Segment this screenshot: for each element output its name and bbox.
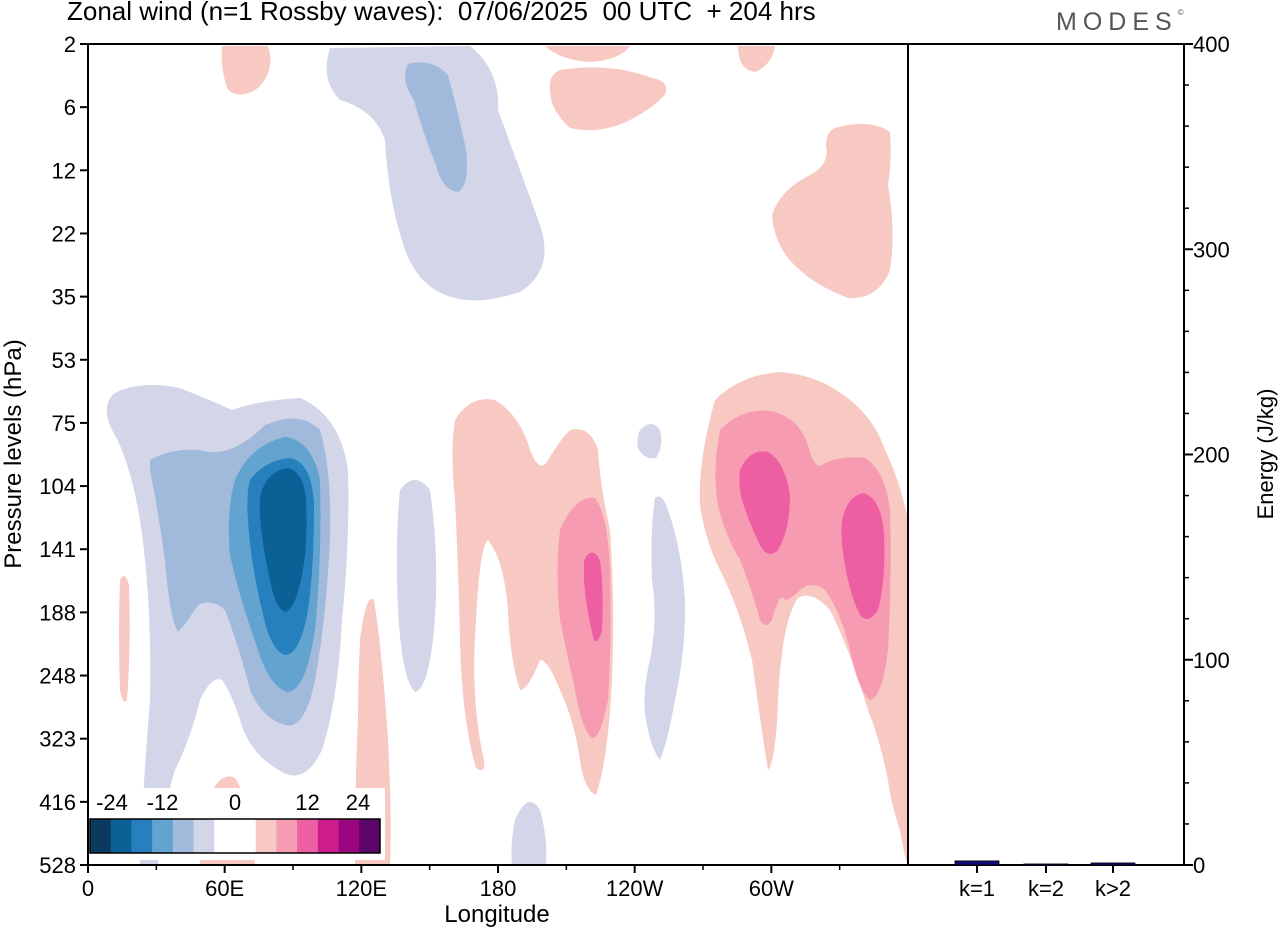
colorbar-label: -12 (147, 790, 179, 815)
y-tick-label: 323 (39, 727, 76, 752)
contour-pos-4-upper-d (738, 46, 775, 72)
colorbar-cell (152, 819, 174, 853)
energy-tick-label: 200 (1193, 443, 1230, 468)
contour-pos-4-15E (119, 576, 130, 702)
energy-axis-label: Energy (J/kg) (1253, 389, 1278, 520)
y-axis-label: Pressure levels (hPa) (0, 339, 27, 568)
energy-axis: 0 100 200 300 400 (1184, 32, 1230, 878)
chart-title: Zonal wind (n=1 Rossby waves): 07/06/202… (67, 0, 816, 26)
contour-neg-4-185E-low (511, 802, 547, 865)
y-tick-label: 6 (64, 95, 76, 120)
contour-pos-4-upper-a (221, 46, 271, 95)
contour-pos-4-dateline (452, 399, 614, 795)
colorbar-labels: -24 -12 0 12 24 (96, 790, 370, 815)
contour-neg-8-upper (405, 62, 467, 192)
pressure-axis: 2 6 12 22 35 53 75 104 141 188 248 323 416 528 (39, 32, 88, 878)
x-tick-label: 0 (82, 876, 94, 901)
colorbar-label: 24 (346, 790, 370, 815)
contour-neg-4-125W (644, 496, 686, 760)
contour-pos-12-west-a (739, 451, 790, 554)
contour-neg-4-145E (396, 480, 437, 692)
energy-category-label: k>2 (1095, 876, 1131, 901)
energy-bar (954, 860, 1000, 866)
colorbar-cells (90, 819, 381, 853)
contour-pos-12-dateline (584, 552, 603, 642)
y-tick-label: 188 (39, 600, 76, 625)
contour-neg-4-small (163, 734, 170, 762)
energy-bars: k=1 k=2 k>2 (954, 860, 1136, 901)
y-tick-label: 35 (52, 285, 76, 310)
x-tick-label: 120W (606, 876, 664, 901)
colorbar-label: 12 (295, 790, 319, 815)
colorbar-cell (255, 819, 277, 853)
energy-tick-label: 0 (1193, 853, 1205, 878)
contour-neg-4-125W-upper (637, 424, 662, 459)
x-tick-label: 60E (205, 876, 244, 901)
colorbar-cell (317, 819, 340, 853)
y-tick-label: 2 (64, 32, 76, 57)
x-axis-label: Longitude (444, 901, 549, 928)
colorbar-frame (89, 818, 381, 854)
y-tick-label: 104 (39, 474, 76, 499)
contour-pos-4-upper-c (549, 67, 667, 131)
longitude-axis: 0 60E 120E 180 120W 60W (82, 865, 841, 901)
energy-bar (1090, 862, 1136, 866)
energy-tick-label: 100 (1193, 648, 1230, 673)
colorbar-label: -24 (96, 790, 128, 815)
logo-mark: © (1177, 8, 1184, 17)
colorbar: -24 -12 0 12 24 (89, 788, 385, 860)
x-tick-label: 120E (336, 876, 387, 901)
energy-tick-label: 300 (1193, 237, 1230, 262)
colorbar-cell (110, 819, 132, 853)
y-tick-label: 248 (39, 664, 76, 689)
colorbar-cell (297, 819, 319, 853)
contour-pos-12-west-b (841, 493, 885, 619)
energy-bar (1023, 863, 1069, 866)
colorbar-cell (131, 819, 153, 853)
y-tick-label: 22 (52, 221, 76, 246)
y-tick-label: 528 (39, 853, 76, 878)
y-tick-label: 12 (52, 158, 76, 183)
logo-text: MODES (1056, 8, 1178, 36)
contour-pos-4-upper-e (772, 123, 893, 299)
contour-neg-20-main (259, 468, 307, 612)
y-tick-label: 141 (39, 537, 76, 562)
colorbar-cell (214, 819, 236, 853)
y-tick-label: 75 (52, 411, 76, 436)
energy-category-label: k=1 (959, 876, 995, 901)
modes-logo: MODES© (1056, 8, 1184, 37)
colorbar-cell (276, 819, 298, 853)
colorbar-cell (90, 819, 112, 853)
contour-pos-4-upper-b (545, 46, 630, 62)
heatmap-contours (106, 46, 908, 865)
colorbar-cell (172, 819, 195, 853)
colorbar-cell (359, 819, 381, 853)
y-tick-label: 53 (52, 348, 76, 373)
x-tick-label: 180 (480, 876, 517, 901)
colorbar-cell (193, 819, 215, 853)
colorbar-cell (235, 819, 257, 853)
colorbar-label: 0 (229, 790, 241, 815)
energy-frame (907, 43, 1185, 866)
energy-tick-label: 400 (1193, 32, 1230, 57)
x-tick-label: 60W (749, 876, 794, 901)
y-tick-label: 416 (39, 790, 76, 815)
colorbar-cell (338, 819, 360, 853)
energy-category-label: k=2 (1028, 876, 1064, 901)
contour-neg-4-upper (326, 46, 545, 301)
